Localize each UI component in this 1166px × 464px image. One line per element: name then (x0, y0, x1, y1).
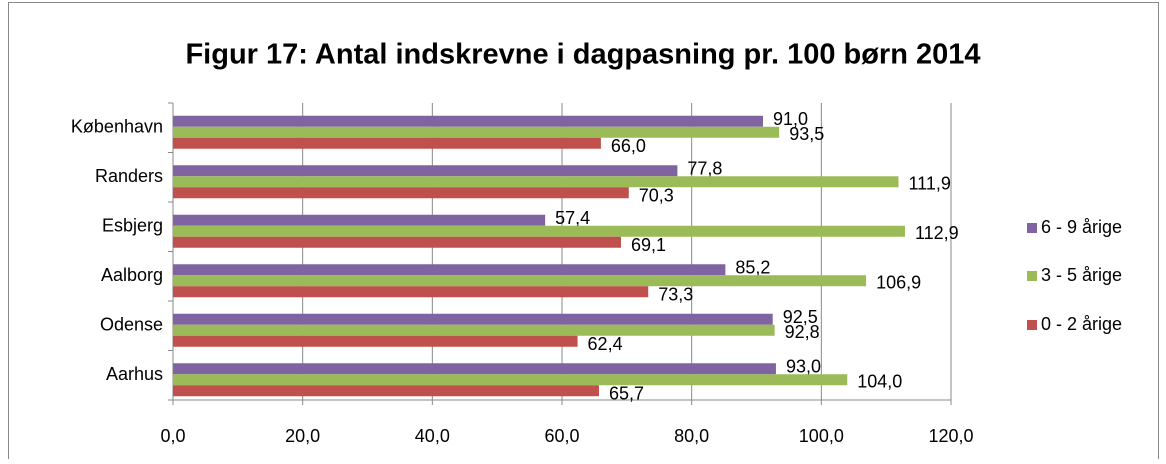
bar (173, 374, 848, 386)
bar (173, 165, 678, 177)
data-label: 77,8 (687, 159, 722, 179)
data-label: 104,0 (857, 372, 902, 392)
x-tick-label: 80,0 (674, 426, 709, 446)
x-tick-label: 0,0 (160, 426, 185, 446)
bar (173, 335, 578, 347)
x-tick-label: 100,0 (799, 426, 844, 446)
bar (173, 313, 773, 325)
y-tick-label: Aalborg (101, 265, 163, 285)
bar (173, 115, 763, 127)
bar (173, 176, 899, 188)
bar (173, 225, 905, 237)
bar (173, 286, 649, 298)
data-label: 69,1 (631, 235, 666, 255)
bar (173, 214, 546, 226)
bar (173, 126, 780, 138)
data-label: 111,9 (908, 174, 950, 194)
y-tick-label: Esbjerg (102, 216, 163, 236)
x-tick-label: 60,0 (544, 426, 579, 446)
data-label: 91,0 (773, 109, 808, 129)
legend-swatch (1027, 223, 1037, 233)
y-tick-label: København (71, 117, 163, 137)
legend-label: 0 - 2 årige (1041, 314, 1122, 334)
x-tick-label: 40,0 (415, 426, 450, 446)
data-label: 92,5 (783, 307, 818, 327)
chart-title: Figur 17: Antal indskrevne i dagpasning … (185, 39, 980, 71)
bar (173, 363, 776, 375)
legend-swatch (1027, 320, 1037, 330)
bar (173, 236, 621, 248)
data-label: 93,5 (789, 124, 824, 144)
data-label: 92,8 (785, 322, 820, 342)
data-label: 93,0 (786, 357, 821, 377)
bar (173, 385, 599, 397)
bar (173, 275, 867, 287)
data-label: 106,9 (876, 273, 921, 293)
x-tick-label: 20,0 (285, 426, 320, 446)
y-tick-label: Odense (100, 315, 163, 335)
x-tick-label: 120,0 (928, 426, 973, 446)
data-label: 112,9 (915, 223, 959, 243)
data-label: 66,0 (611, 136, 646, 156)
data-label: 70,3 (639, 186, 674, 206)
bar (173, 187, 629, 199)
data-label: 73,3 (658, 285, 693, 305)
legend-label: 6 - 9 årige (1041, 217, 1122, 237)
data-label: 62,4 (588, 334, 623, 354)
data-label: 85,2 (735, 258, 770, 278)
legend-label: 3 - 5 årige (1041, 265, 1122, 285)
bar (173, 137, 601, 149)
y-tick-label: Aarhus (106, 364, 163, 384)
bar (173, 324, 775, 336)
bar (173, 264, 726, 276)
data-label: 57,4 (555, 208, 590, 228)
y-tick-label: Randers (95, 166, 163, 186)
legend-swatch (1027, 271, 1037, 281)
data-label: 65,7 (609, 384, 644, 404)
